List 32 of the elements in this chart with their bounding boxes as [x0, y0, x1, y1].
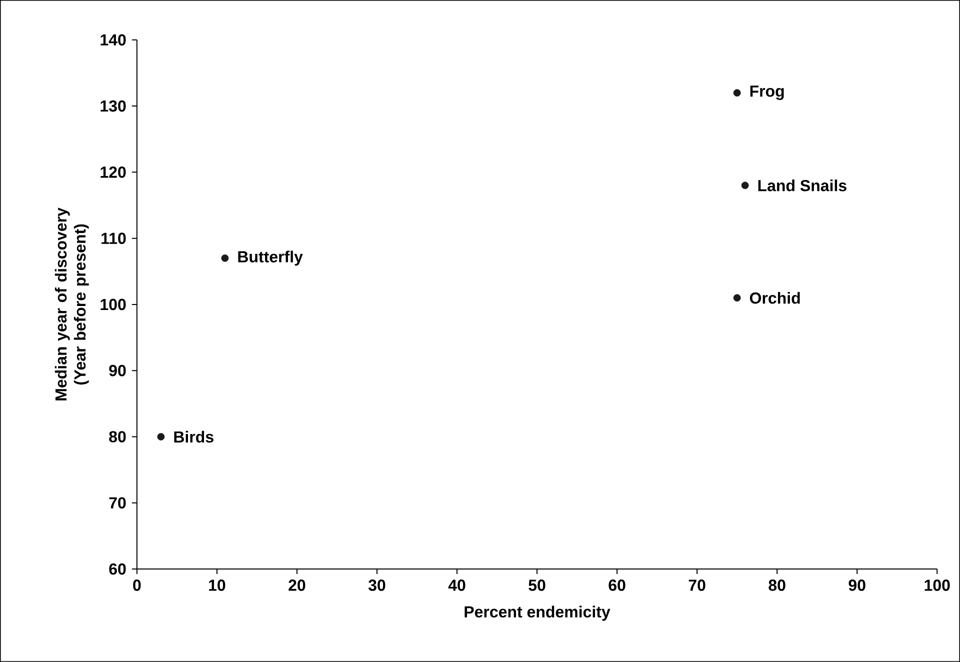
point	[221, 254, 229, 262]
x-tick-label: 70	[688, 580, 706, 591]
series-label: Land Snails	[758, 180, 846, 192]
y-tick-label: 60	[109, 563, 126, 575]
y-tick-label: 70	[109, 497, 126, 509]
y-tick-label: 130	[100, 100, 126, 112]
y-tick-label: 140	[100, 34, 126, 46]
x-tick-label: 40	[448, 580, 466, 591]
x-tick-label: 50	[528, 580, 546, 591]
x-tick-label: 0	[133, 580, 141, 591]
point	[157, 433, 165, 440]
x-tick-label: 20	[288, 580, 306, 591]
y-tick-label: 120	[100, 166, 126, 178]
x-tick-label: 90	[848, 580, 866, 591]
point	[741, 182, 749, 190]
point	[733, 294, 741, 302]
y-axis-title: Median year of discovery (Year before present)	[54, 208, 89, 400]
series-label: Orchid	[750, 292, 800, 304]
x-tick-label: 30	[368, 580, 386, 591]
series-label: Birds	[174, 430, 214, 443]
y-tick-label: 100	[100, 298, 126, 310]
y-tick-label: 90	[109, 364, 126, 376]
y-tick-label: 110	[102, 232, 126, 244]
x-tick-label: 100	[924, 580, 950, 591]
point	[733, 89, 741, 97]
series-label: Butterfly	[238, 250, 303, 266]
x-tick-label: 80	[768, 580, 786, 591]
y-tick-label: 80	[109, 431, 126, 442]
series-label: Frog	[750, 86, 784, 100]
x-axis-title: Percent endemicity	[464, 606, 610, 621]
x-tick-label: 10	[209, 580, 226, 591]
x-tick-label: 60	[608, 580, 626, 591]
